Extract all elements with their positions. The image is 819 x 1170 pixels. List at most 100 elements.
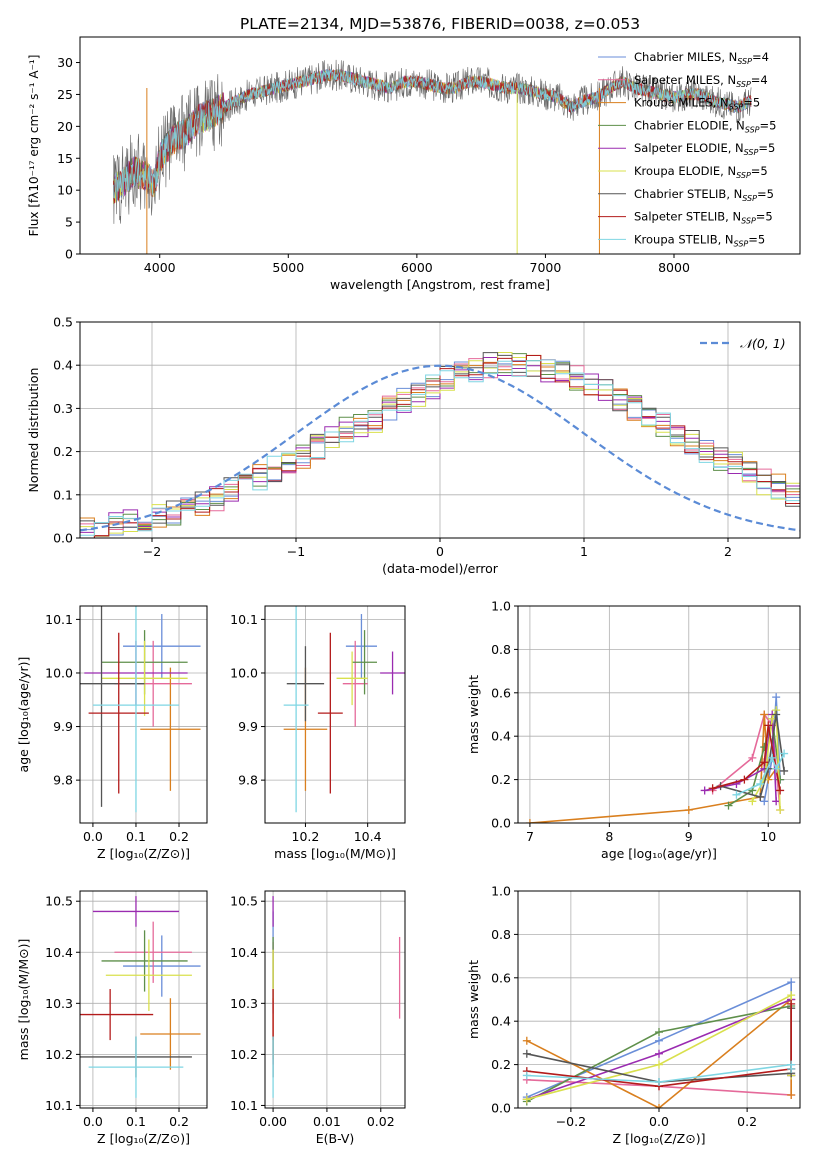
- weight-marker: [748, 753, 757, 762]
- x-tick-label: 7000: [530, 260, 562, 275]
- x-tick-label: −2: [143, 544, 161, 559]
- y-tick-label: 10.2: [230, 1047, 258, 1062]
- plot-area: [283, 606, 405, 813]
- y-tick-label: 0.3: [53, 401, 73, 416]
- y-tick-label: 10.1: [45, 1098, 73, 1113]
- y-tick-label: 0.8: [491, 927, 511, 942]
- y-tick-label: 0.4: [491, 729, 511, 744]
- y-axis-label: Flux [fλ10⁻¹⁷ erg cm⁻² s⁻¹ A⁻¹]: [27, 55, 41, 237]
- chart-mass-vs-Z: 0.0 0.1 0.2 10.1 10.2 10.3 10.4 10.5 Z [log₁₀(Z/…: [16, 890, 208, 1146]
- x-tick-label: 0.2: [169, 829, 189, 844]
- y-tick-label: 10.3: [230, 996, 258, 1011]
- weight-marker: [787, 1064, 796, 1073]
- x-axis-label: wavelength [Angstrom, rest frame]: [330, 277, 550, 292]
- weight-marker: [522, 1071, 531, 1080]
- x-tick-label: 6000: [401, 260, 433, 275]
- x-tick-label: 0.2: [169, 1114, 189, 1129]
- x-axis-label: age [log₁₀(age/yr)]: [601, 846, 717, 861]
- weight-marker: [787, 999, 796, 1008]
- spectrum-series-6: [113, 59, 752, 224]
- y-tick-label: 10.0: [230, 665, 258, 680]
- x-axis-label: E(B-V): [316, 1131, 355, 1146]
- weight-marker: [780, 749, 789, 758]
- weight-marker: [787, 978, 796, 987]
- histogram-series-0: [80, 360, 800, 538]
- x-tick-label: 2: [724, 544, 732, 559]
- y-axis-label: mass weight: [466, 960, 481, 1039]
- x-tick-label: 0.0: [83, 829, 103, 844]
- legend-label: Salpeter MILES, NSSP=4: [634, 73, 768, 89]
- y-tick-label: 10.0: [45, 665, 73, 680]
- x-tick-label: 8: [605, 829, 613, 844]
- axes-frame: [517, 605, 801, 824]
- chart-weight-vs-Z: −0.2 0.0 0.2 0.0 0.2 0.4 0.6 0.8 1.0 Z [log₁₀(Z/Z…: [466, 884, 801, 1146]
- plot-area: [522, 978, 796, 1108]
- histogram-series-4: [80, 357, 800, 538]
- chart-residuals: 𝒩(0, 1) −2 −1 0 1 2 0.0 0.1 0.2 0.3 0.4 0.5 (data-mo…: [26, 315, 801, 576]
- spectrum-series-8: [113, 69, 752, 201]
- y-tick-label: 10.5: [45, 894, 73, 909]
- histogram-series-8: [80, 359, 800, 538]
- x-tick-label: −1: [287, 544, 305, 559]
- legend-label: Kroupa MILES, NSSP=5: [634, 96, 760, 112]
- y-tick-label: 0.2: [53, 444, 73, 459]
- x-tick-label: 10: [760, 829, 776, 844]
- weight-marker: [776, 786, 785, 795]
- y-tick-label: 0.2: [491, 772, 511, 787]
- y-tick-label: 10.4: [45, 945, 73, 960]
- y-tick-label: 0.8: [491, 642, 511, 657]
- y-tick-label: 1.0: [491, 599, 511, 614]
- x-tick-label: 0.0: [649, 1114, 669, 1129]
- y-tick-label: 0.5: [53, 315, 73, 330]
- weight-marker: [740, 775, 749, 784]
- weight-marker: [522, 1095, 531, 1104]
- x-axis-label: (data-model)/error: [382, 561, 499, 576]
- y-tick-label: 0.6: [491, 685, 511, 700]
- weight-marker: [522, 1049, 531, 1058]
- x-tick-label: 0.1: [126, 1114, 146, 1129]
- weight-marker: [684, 805, 693, 814]
- weight-marker: [764, 721, 773, 730]
- weight-marker: [760, 758, 769, 767]
- gaussian-curve: [80, 364, 800, 532]
- x-tick-label: 8000: [658, 260, 690, 275]
- axes-frame: [264, 605, 406, 824]
- plot-area: [525, 693, 789, 823]
- weight-marker: [776, 805, 785, 814]
- y-tick-label: 0.6: [491, 970, 511, 985]
- y-tick-label: 10.4: [230, 945, 258, 960]
- figure-title: PLATE=2134, MJD=53876, FIBERID=0038, z=0…: [240, 15, 640, 33]
- x-axis-label: Z [log₁₀(Z/Z⊙)]: [97, 1131, 190, 1146]
- y-tick-label: 10.1: [230, 1098, 258, 1113]
- y-tick-label: 9.9: [53, 719, 73, 734]
- y-tick-label: 10.5: [230, 894, 258, 909]
- y-tick-label: 0: [65, 247, 73, 262]
- y-tick-label: 0.4: [53, 358, 73, 373]
- axes-frame: [264, 890, 406, 1109]
- x-tick-label: 9: [685, 829, 693, 844]
- legend-label: Chabrier MILES, NSSP=4: [634, 50, 769, 66]
- x-axis-label: Z [log₁₀(Z/Z⊙)]: [613, 1131, 706, 1146]
- x-tick-label: 10.2: [292, 829, 320, 844]
- legend-label: 𝒩(0, 1): [740, 336, 786, 351]
- weight-marker: [756, 792, 765, 801]
- plot-area: [272, 896, 401, 1098]
- x-tick-label: 0: [436, 544, 444, 559]
- x-tick-label: 0.1: [126, 829, 146, 844]
- plot-area: [80, 606, 201, 813]
- y-tick-label: 0.4: [491, 1014, 511, 1029]
- y-tick-label: 0.0: [53, 531, 73, 546]
- y-tick-label: 10.2: [45, 1047, 73, 1062]
- y-tick-label: 9.8: [53, 773, 73, 788]
- y-axis-label: mass weight: [466, 675, 481, 754]
- weight-marker: [655, 1036, 663, 1045]
- y-axis-label: Normed distribution: [26, 368, 41, 493]
- weight-marker: [708, 784, 717, 793]
- y-tick-label: 30: [57, 55, 73, 70]
- legend-label: Kroupa ELODIE, NSSP=5: [634, 164, 768, 180]
- y-tick-label: 10.1: [45, 612, 73, 627]
- weight-marker: [780, 766, 789, 775]
- x-tick-label: 0.01: [313, 1114, 341, 1129]
- weight-marker: [700, 786, 709, 795]
